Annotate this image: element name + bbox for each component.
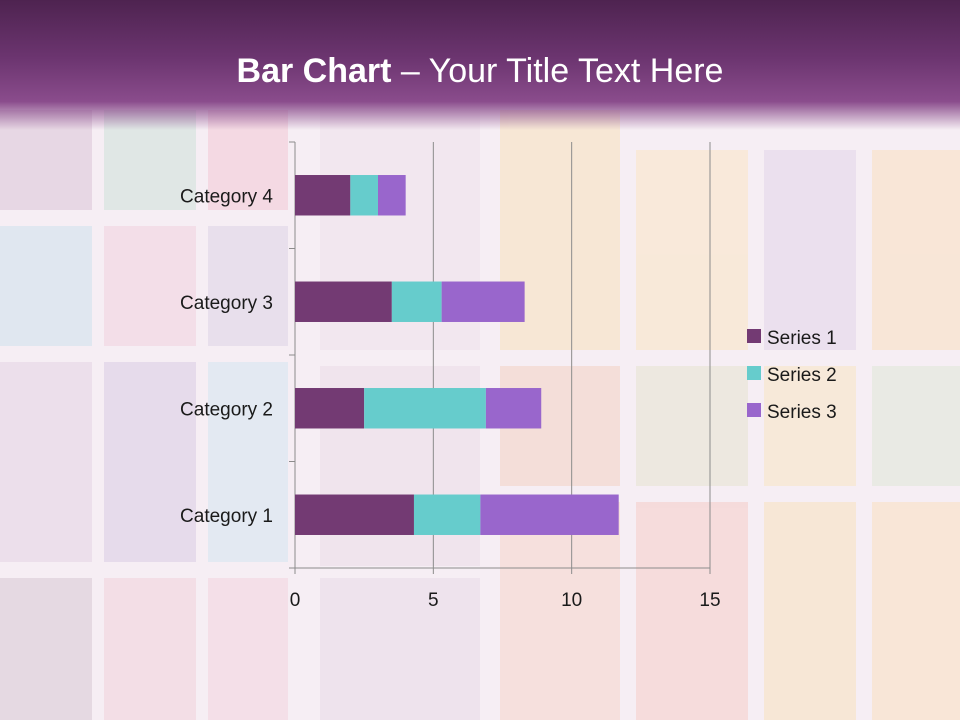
- x-tick-label: 10: [561, 590, 582, 611]
- tick-labels: 0 5 10 15 Category 1 Category 2 Category 3 Cate…: [180, 186, 721, 611]
- bars: [295, 175, 619, 535]
- legend-swatch: [747, 366, 761, 380]
- bar-segment: [391, 281, 442, 322]
- bar-segment: [364, 388, 486, 429]
- bar-segment: [295, 494, 414, 535]
- page-title: Bar Chart – Your Title Text Here: [0, 52, 960, 91]
- y-category-label: Category 1: [180, 506, 273, 527]
- legend: Series 1 Series 2 Series 3: [747, 328, 837, 423]
- y-category-label: Category 3: [180, 293, 273, 314]
- legend-swatch: [747, 329, 761, 343]
- title-rest: – Your Title Text Here: [391, 52, 724, 90]
- bar-segment: [295, 388, 365, 429]
- title-bold: Bar Chart: [236, 52, 392, 90]
- bar-segment: [295, 175, 351, 216]
- x-tick-label: 0: [290, 590, 301, 611]
- legend-label: Series 1: [767, 328, 837, 349]
- bar-segment: [485, 388, 542, 429]
- y-category-label: Category 4: [180, 186, 273, 207]
- title-bar: Bar Chart – Your Title Text Here: [0, 0, 960, 130]
- bar-segment: [441, 281, 525, 322]
- bar-segment: [350, 175, 378, 216]
- y-category-label: Category 2: [180, 399, 273, 420]
- bar-segment: [295, 281, 392, 322]
- bar-segment: [480, 494, 619, 535]
- legend-label: Series 2: [767, 365, 837, 386]
- bar-segment: [413, 494, 481, 535]
- x-tick-label: 15: [699, 590, 720, 611]
- legend-swatch: [747, 403, 761, 417]
- bar-segment: [378, 175, 406, 216]
- x-tick-label: 5: [428, 590, 439, 611]
- legend-label: Series 3: [767, 402, 837, 423]
